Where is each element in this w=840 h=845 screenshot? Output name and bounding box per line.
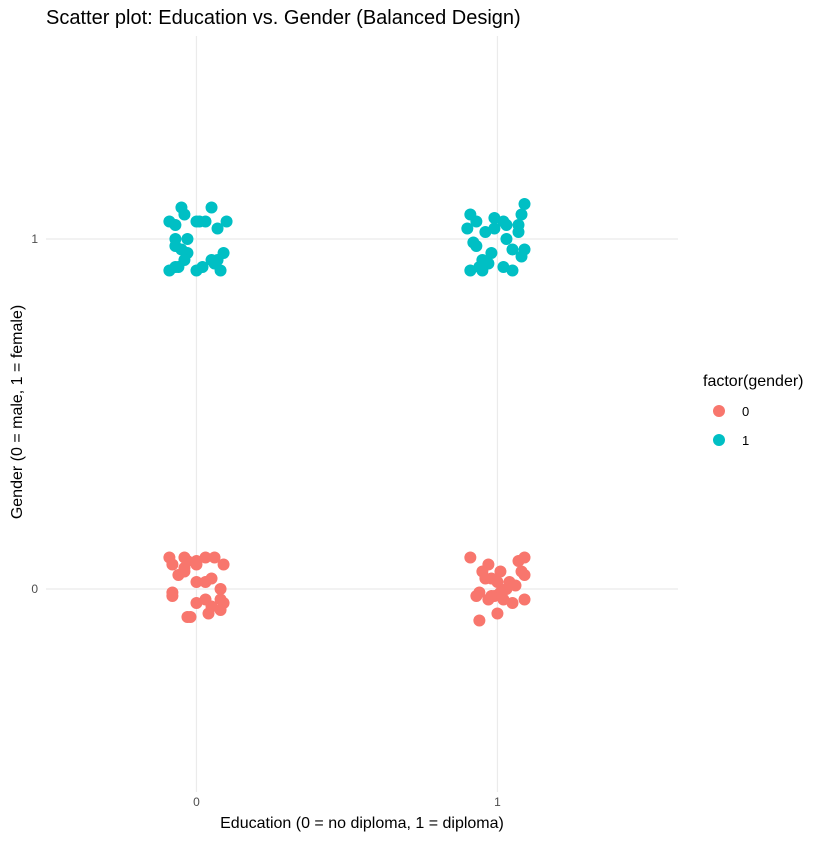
scatter-point-gender-1: [211, 222, 224, 235]
scatter-point-gender-1: [178, 208, 191, 221]
scatter-point-gender-0: [181, 611, 194, 623]
scatter-point-gender-0: [166, 558, 179, 571]
scatter-point-gender-1: [163, 264, 176, 277]
scatter-point-gender-1: [181, 233, 194, 245]
scatter-point-gender-1: [500, 233, 513, 245]
scatter-point-gender-1: [479, 226, 492, 238]
x-tick-label: 1: [494, 795, 501, 809]
scatter-point-gender-1: [497, 261, 510, 273]
legend-label: 1: [742, 433, 749, 448]
x-axis-title: Education (0 = no diploma, 1 = diploma): [220, 815, 504, 832]
scatter-point-gender-0: [214, 583, 227, 595]
scatter-point-gender-1: [485, 247, 498, 259]
legend-label: 0: [742, 404, 749, 419]
legend-swatch: [713, 405, 725, 417]
scatter-point-gender-0: [217, 558, 230, 571]
scatter-point-gender-0: [202, 607, 215, 620]
scatter-point-gender-0: [166, 590, 179, 602]
scatter-point-gender-1: [193, 215, 206, 228]
scatter-point-gender-0: [470, 590, 483, 602]
scatter-point-gender-1: [169, 219, 182, 231]
scatter-point-gender-1: [488, 212, 501, 224]
scatter-point-gender-0: [518, 551, 531, 564]
y-tick-label: 1: [31, 232, 38, 246]
tick-labels: 0 1 0 1: [31, 232, 501, 809]
scatter-point-gender-0: [208, 551, 221, 564]
scatter-point-gender-1: [464, 264, 477, 277]
scatter-point-gender-0: [509, 579, 522, 592]
legend-items: 01: [713, 404, 749, 448]
scatter-point-gender-1: [500, 219, 513, 231]
legend-title: factor(gender): [703, 373, 804, 390]
scatter-point-gender-0: [214, 604, 227, 616]
scatter-point-gender-1: [512, 226, 525, 238]
scatter-point-gender-0: [485, 590, 498, 602]
scatter-point-gender-1: [506, 243, 519, 256]
scatter-point-gender-1: [205, 201, 218, 214]
scatter-point-gender-0: [181, 555, 194, 567]
scatter-point-gender-0: [199, 551, 212, 564]
scatter-point-gender-0: [491, 607, 504, 620]
scatter-point-gender-1: [220, 215, 233, 228]
scatter-point-gender-0: [205, 572, 218, 585]
scatter-point-gender-1: [506, 264, 519, 277]
y-axis-title: Gender (0 = male, 1 = female): [9, 305, 26, 519]
scatter-point-gender-0: [190, 576, 203, 588]
scatter-point-gender-0: [491, 576, 504, 588]
scatter-point-gender-1: [470, 240, 483, 252]
scatter-point-gender-1: [172, 261, 185, 273]
scatter-point-gender-0: [518, 593, 531, 606]
scatter-point-gender-1: [190, 264, 203, 277]
scatter-point-gender-0: [494, 565, 507, 578]
scatter-point-gender-1: [515, 250, 528, 263]
scatter-point-gender-0: [494, 586, 507, 599]
legend-swatch: [713, 434, 725, 446]
scatter-point-gender-0: [464, 551, 477, 564]
scatter-point-gender-0: [506, 597, 519, 609]
scatter-point-gender-1: [518, 198, 531, 210]
chart-title: Scatter plot: Education vs. Gender (Bala…: [46, 7, 521, 29]
grid-lines: [46, 36, 678, 792]
legend: factor(gender) 01: [703, 373, 804, 448]
scatter-point-gender-1: [214, 264, 227, 277]
scatter-point-gender-0: [190, 597, 203, 609]
y-tick-label: 0: [31, 582, 38, 596]
scatter-point-gender-1: [470, 215, 483, 228]
scatter-point-gender-0: [518, 569, 531, 581]
scatter-point-gender-1: [461, 222, 474, 235]
scatter-point-gender-0: [190, 558, 203, 571]
data-points: [163, 198, 531, 627]
scatter-point-gender-0: [199, 593, 212, 606]
scatter-point-gender-0: [473, 614, 486, 627]
x-tick-label: 0: [193, 795, 200, 809]
scatter-point-gender-1: [515, 208, 528, 221]
scatter-point-gender-1: [488, 222, 501, 235]
scatter-point-gender-1: [476, 264, 489, 277]
scatter-point-gender-0: [178, 565, 191, 578]
